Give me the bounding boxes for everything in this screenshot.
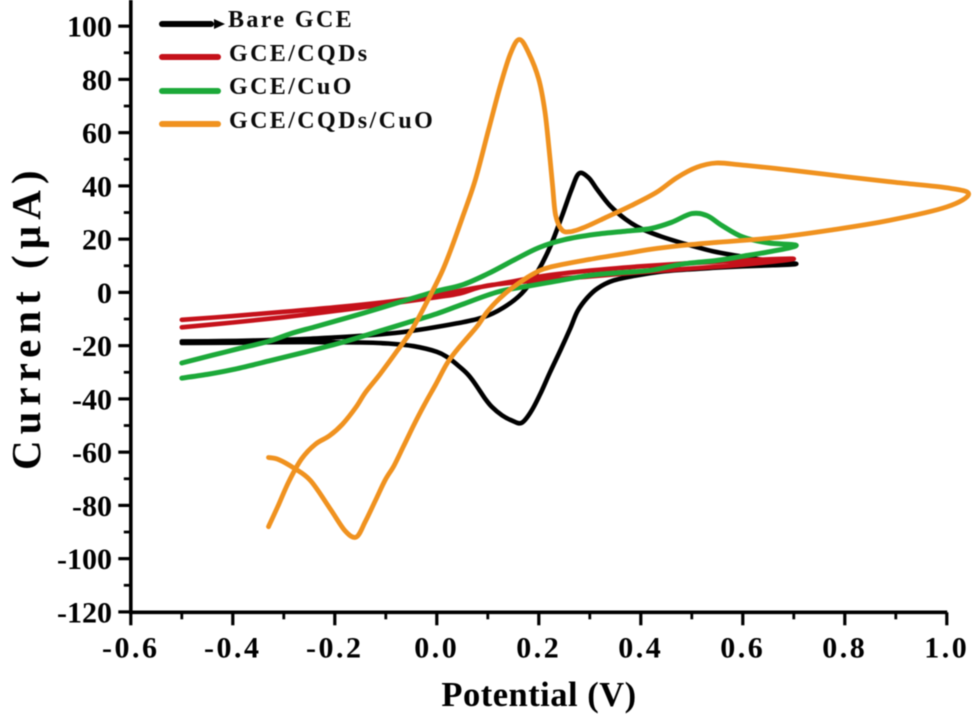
y-tick-label: -80 bbox=[72, 490, 112, 523]
y-tick-label: 0 bbox=[97, 277, 112, 310]
y-tick-label: -40 bbox=[72, 383, 112, 416]
legend-swatch-gce-cqds-cuo bbox=[159, 121, 221, 128]
legend-item-gce-cqds-cuo: GCE/CQDs/CuO bbox=[159, 108, 435, 142]
x-tick-label: -0.4 bbox=[204, 632, 262, 665]
x-tick-label: 0.0 bbox=[414, 632, 459, 665]
legend-label-gce-cqds-cuo: GCE/CQDs/CuO bbox=[229, 107, 436, 134]
y-tick-label: 60 bbox=[82, 117, 112, 150]
curve-gce-cuo bbox=[179, 210, 799, 381]
y-axis-title: Current (µA) bbox=[3, 164, 49, 470]
legend-swatch-bare-gce bbox=[159, 20, 214, 27]
legend-label-bare-gce: Bare GCE bbox=[228, 7, 355, 34]
y-tick-label: 80 bbox=[82, 64, 112, 97]
legend-label-gce-cuo: GCE/CuO bbox=[229, 74, 354, 101]
y-tick-label: -20 bbox=[72, 330, 112, 363]
y-tick-label: -60 bbox=[72, 437, 112, 470]
legend-swatch-gce-cqds bbox=[159, 54, 221, 61]
legend-label-gce-cqds: GCE/CQDs bbox=[229, 40, 370, 67]
legend-arrowhead-icon bbox=[214, 18, 225, 29]
x-tick-label: 0.6 bbox=[720, 632, 765, 665]
legend-item-gce-cuo: GCE/CuO bbox=[159, 74, 435, 108]
y-tick-label: 40 bbox=[82, 170, 112, 203]
x-tick-label: -0.2 bbox=[306, 632, 364, 665]
x-tick-label: -0.6 bbox=[102, 632, 160, 665]
curve-bare-gce bbox=[179, 170, 799, 426]
y-tick-label: 100 bbox=[67, 11, 112, 44]
legend-item-gce-cqds: GCE/CQDs bbox=[159, 41, 435, 75]
x-tick-label: 0.8 bbox=[822, 632, 867, 665]
x-tick-label: 1.0 bbox=[924, 632, 969, 665]
y-tick-label: 20 bbox=[82, 224, 112, 257]
legend: Bare GCE GCE/CQDs GCE/CuO GCE/CQDs/CuO bbox=[159, 7, 435, 141]
legend-swatch-gce-cuo bbox=[159, 87, 221, 94]
y-tick-label: -120 bbox=[57, 596, 112, 629]
x-tick-label: 0.4 bbox=[618, 632, 663, 665]
legend-item-bare-gce: Bare GCE bbox=[159, 7, 435, 41]
x-tick-label: 0.2 bbox=[516, 632, 561, 665]
curve-gce-cqds-cuo bbox=[266, 37, 972, 540]
x-axis-title: Potential (V) bbox=[441, 676, 637, 714]
y-tick-label: -100 bbox=[57, 543, 112, 576]
